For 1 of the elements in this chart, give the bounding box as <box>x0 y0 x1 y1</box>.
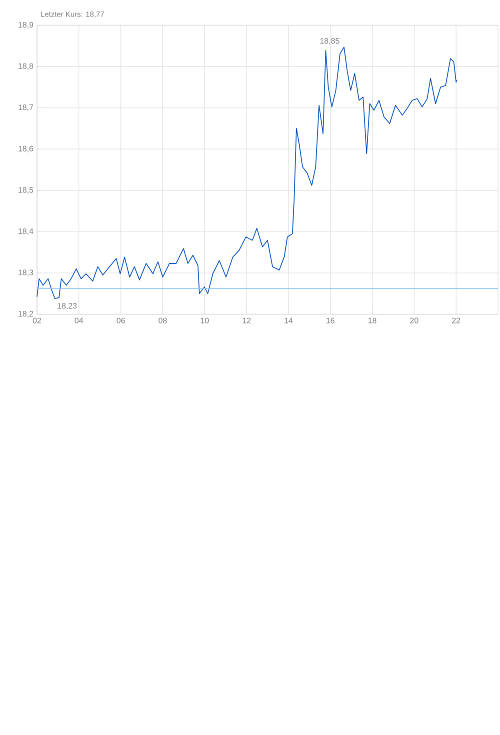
line-series <box>36 46 458 299</box>
